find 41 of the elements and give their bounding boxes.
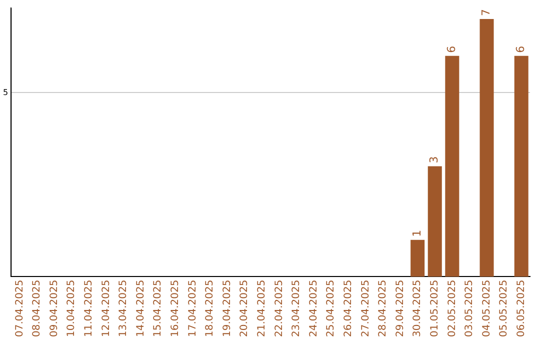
bar — [514, 56, 528, 277]
x-tick-label: 11.04.2025 — [84, 280, 95, 338]
x-tick-label: 07.04.2025 — [14, 280, 26, 338]
x-tick-label: 13.04.2025 — [118, 280, 130, 338]
x-tick-label: 12.04.2025 — [100, 280, 112, 338]
x-tick-label: 09.04.2025 — [48, 280, 60, 338]
x-tick-label: 18.04.2025 — [204, 280, 216, 338]
x-tick-label: 05.05.2025 — [498, 280, 510, 338]
y-tick-label: 5 — [2, 88, 8, 97]
data-label: 3 — [428, 156, 441, 164]
x-tick-label: 24.04.2025 — [308, 280, 320, 338]
x-tick-label: 17.04.2025 — [187, 280, 198, 338]
x-tick-label: 19.04.2025 — [222, 280, 233, 338]
x-tick-label: 22.04.2025 — [274, 280, 285, 338]
data-label: 6 — [514, 46, 528, 53]
x-tick-label: 30.04.2025 — [412, 280, 424, 338]
x-tick-label: 25.04.2025 — [326, 280, 337, 338]
x-tick-label: 04.05.2025 — [481, 280, 492, 338]
bar — [445, 56, 460, 277]
data-label: 6 — [445, 46, 458, 53]
bar — [480, 19, 494, 277]
x-tick-label: 26.04.2025 — [342, 280, 354, 338]
x-tick-label: 02.05.2025 — [446, 280, 458, 338]
x-tick-label: 01.05.2025 — [429, 280, 440, 338]
x-tick-label: 29.04.2025 — [394, 280, 406, 338]
x-tick-label: 08.04.2025 — [32, 280, 43, 338]
x-tick-label: 14.04.2025 — [135, 280, 146, 338]
x-tick-label: 23.04.2025 — [291, 280, 302, 338]
x-tick-label: 21.04.2025 — [256, 280, 268, 338]
x-tick-label: 03.05.2025 — [464, 280, 476, 338]
x-tick-label: 06.05.2025 — [516, 280, 527, 338]
x-tick-label: 20.04.2025 — [239, 280, 250, 338]
x-tick-label: 28.04.2025 — [378, 280, 389, 338]
x-tick-label: 15.04.2025 — [152, 280, 164, 338]
data-label: 1 — [410, 230, 424, 237]
x-tick-label: 16.04.2025 — [170, 280, 182, 338]
x-tick-label: 27.04.2025 — [360, 280, 372, 338]
data-label: 7 — [480, 9, 493, 16]
bar — [410, 240, 425, 277]
x-tick-label: 10.04.2025 — [66, 280, 78, 338]
bar — [428, 166, 442, 277]
